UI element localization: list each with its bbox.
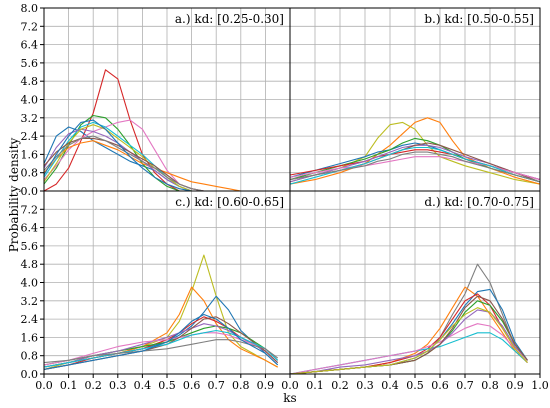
y-tick-label: 7.2 [21, 20, 39, 33]
x-tick-label: 0.2 [331, 379, 349, 392]
panel-title: d.) kd: [0.70-0.75] [424, 195, 534, 209]
series-line-7 [290, 323, 528, 374]
x-tick-label: 0.9 [257, 379, 275, 392]
panel-title: c.) kd: [0.60-0.65] [175, 195, 284, 209]
y-tick-label: 0.0 [21, 185, 39, 198]
panel-2: b.) kd: [0.50-0.55] [289, 7, 541, 192]
x-tick-label: 0.7 [207, 379, 225, 392]
series-line-4 [290, 137, 540, 183]
grid [289, 190, 541, 375]
x-tick-label: 0.3 [356, 379, 374, 392]
y-tick-label: 2.4 [21, 313, 39, 326]
grid [43, 7, 291, 192]
y-tick-label: 5.6 [21, 57, 39, 70]
series-line-8 [290, 309, 528, 374]
y-tick-label: 0.0 [21, 368, 39, 381]
panel-4: 0.0 0.1 0.2 0.3 0.4 0.5 0.6 0.7 0.8 0.9 1.0 d.) kd:… [281, 190, 549, 392]
x-tick-label: 0.5 [406, 379, 424, 392]
y-tick-label: 6.4 [21, 222, 39, 235]
y-tick-label: 3.2 [21, 112, 39, 125]
series-group [290, 117, 540, 185]
y-tick-label: 2.4 [21, 130, 39, 143]
y-tick-label: 1.6 [21, 148, 39, 161]
series-line-7 [44, 332, 279, 366]
x-axis-label: ks [283, 391, 296, 405]
x-tick-label: 0.9 [506, 379, 524, 392]
series-group [44, 254, 279, 370]
x-tick-label: 1.0 [531, 379, 549, 392]
series-line-11 [44, 313, 279, 370]
x-tick-label: 0.8 [481, 379, 499, 392]
grid [289, 7, 541, 192]
panel-1: 0.0 0.8 1.6 2.4 3.2 4.0 4.8 5.6 6.4 7.2 8.0 a.) kd:… [21, 2, 291, 198]
panel-3: 0.0 0.8 1.6 2.4 3.2 4.0 4.8 5.6 6.4 7.2 0.0 0.1 0.2 0… [21, 190, 291, 392]
series-group [44, 69, 290, 191]
x-tick-label: 0.4 [381, 379, 399, 392]
x-tick-label: 0.2 [84, 379, 102, 392]
series-line-8 [290, 156, 540, 181]
series-line-1 [44, 254, 278, 370]
x-tick-label: 0.6 [183, 379, 201, 392]
x-tick-label: 0.0 [281, 379, 299, 392]
series-line-7 [44, 128, 290, 191]
series-line-10 [290, 151, 540, 183]
y-tick-label: 0.8 [21, 350, 39, 363]
y-tick-label: 4.8 [21, 258, 39, 271]
series-line-5 [44, 140, 290, 191]
x-tick-label: 0.1 [306, 379, 324, 392]
series-line-9 [44, 137, 290, 191]
y-tick-label: 7.2 [21, 203, 39, 216]
series-line-10 [44, 339, 279, 364]
y-tick-label: 3.2 [21, 295, 39, 308]
y-tick-label: 0.8 [21, 167, 39, 180]
x-tick-label: 0.6 [431, 379, 449, 392]
x-tick-label: 0.1 [60, 379, 78, 392]
y-tick-label: 8.0 [21, 2, 39, 15]
series-line-11 [44, 119, 290, 191]
series-line-9 [44, 329, 279, 368]
panel-title: b.) kd: [0.50-0.55] [424, 12, 534, 26]
x-tick-label: 0.8 [232, 379, 250, 392]
series-line-10 [44, 135, 290, 191]
y-tick-label: 4.0 [21, 94, 39, 107]
series-line-9 [290, 146, 540, 185]
panel-title: a.) kd: [0.25-0.30] [175, 12, 284, 26]
series-line-3 [44, 295, 279, 368]
x-tick-label: 0.4 [134, 379, 152, 392]
y-tick-label: 1.6 [21, 331, 39, 344]
series-line-2 [44, 286, 278, 368]
y-tick-label: 4.8 [21, 75, 39, 88]
series-line-10 [290, 307, 528, 374]
y-tick-label: 4.0 [21, 277, 39, 290]
y-tick-label: 6.4 [21, 39, 39, 52]
y-tick-label: 5.6 [21, 240, 39, 253]
x-tick-label: 0.5 [158, 379, 176, 392]
series-group [290, 263, 528, 374]
series-line-4 [44, 119, 290, 191]
x-tick-label: 0.3 [109, 379, 127, 392]
x-tick-label: 0.0 [35, 379, 53, 392]
x-tick-label: 0.7 [456, 379, 474, 392]
y-axis-label: Probability density [7, 137, 21, 252]
